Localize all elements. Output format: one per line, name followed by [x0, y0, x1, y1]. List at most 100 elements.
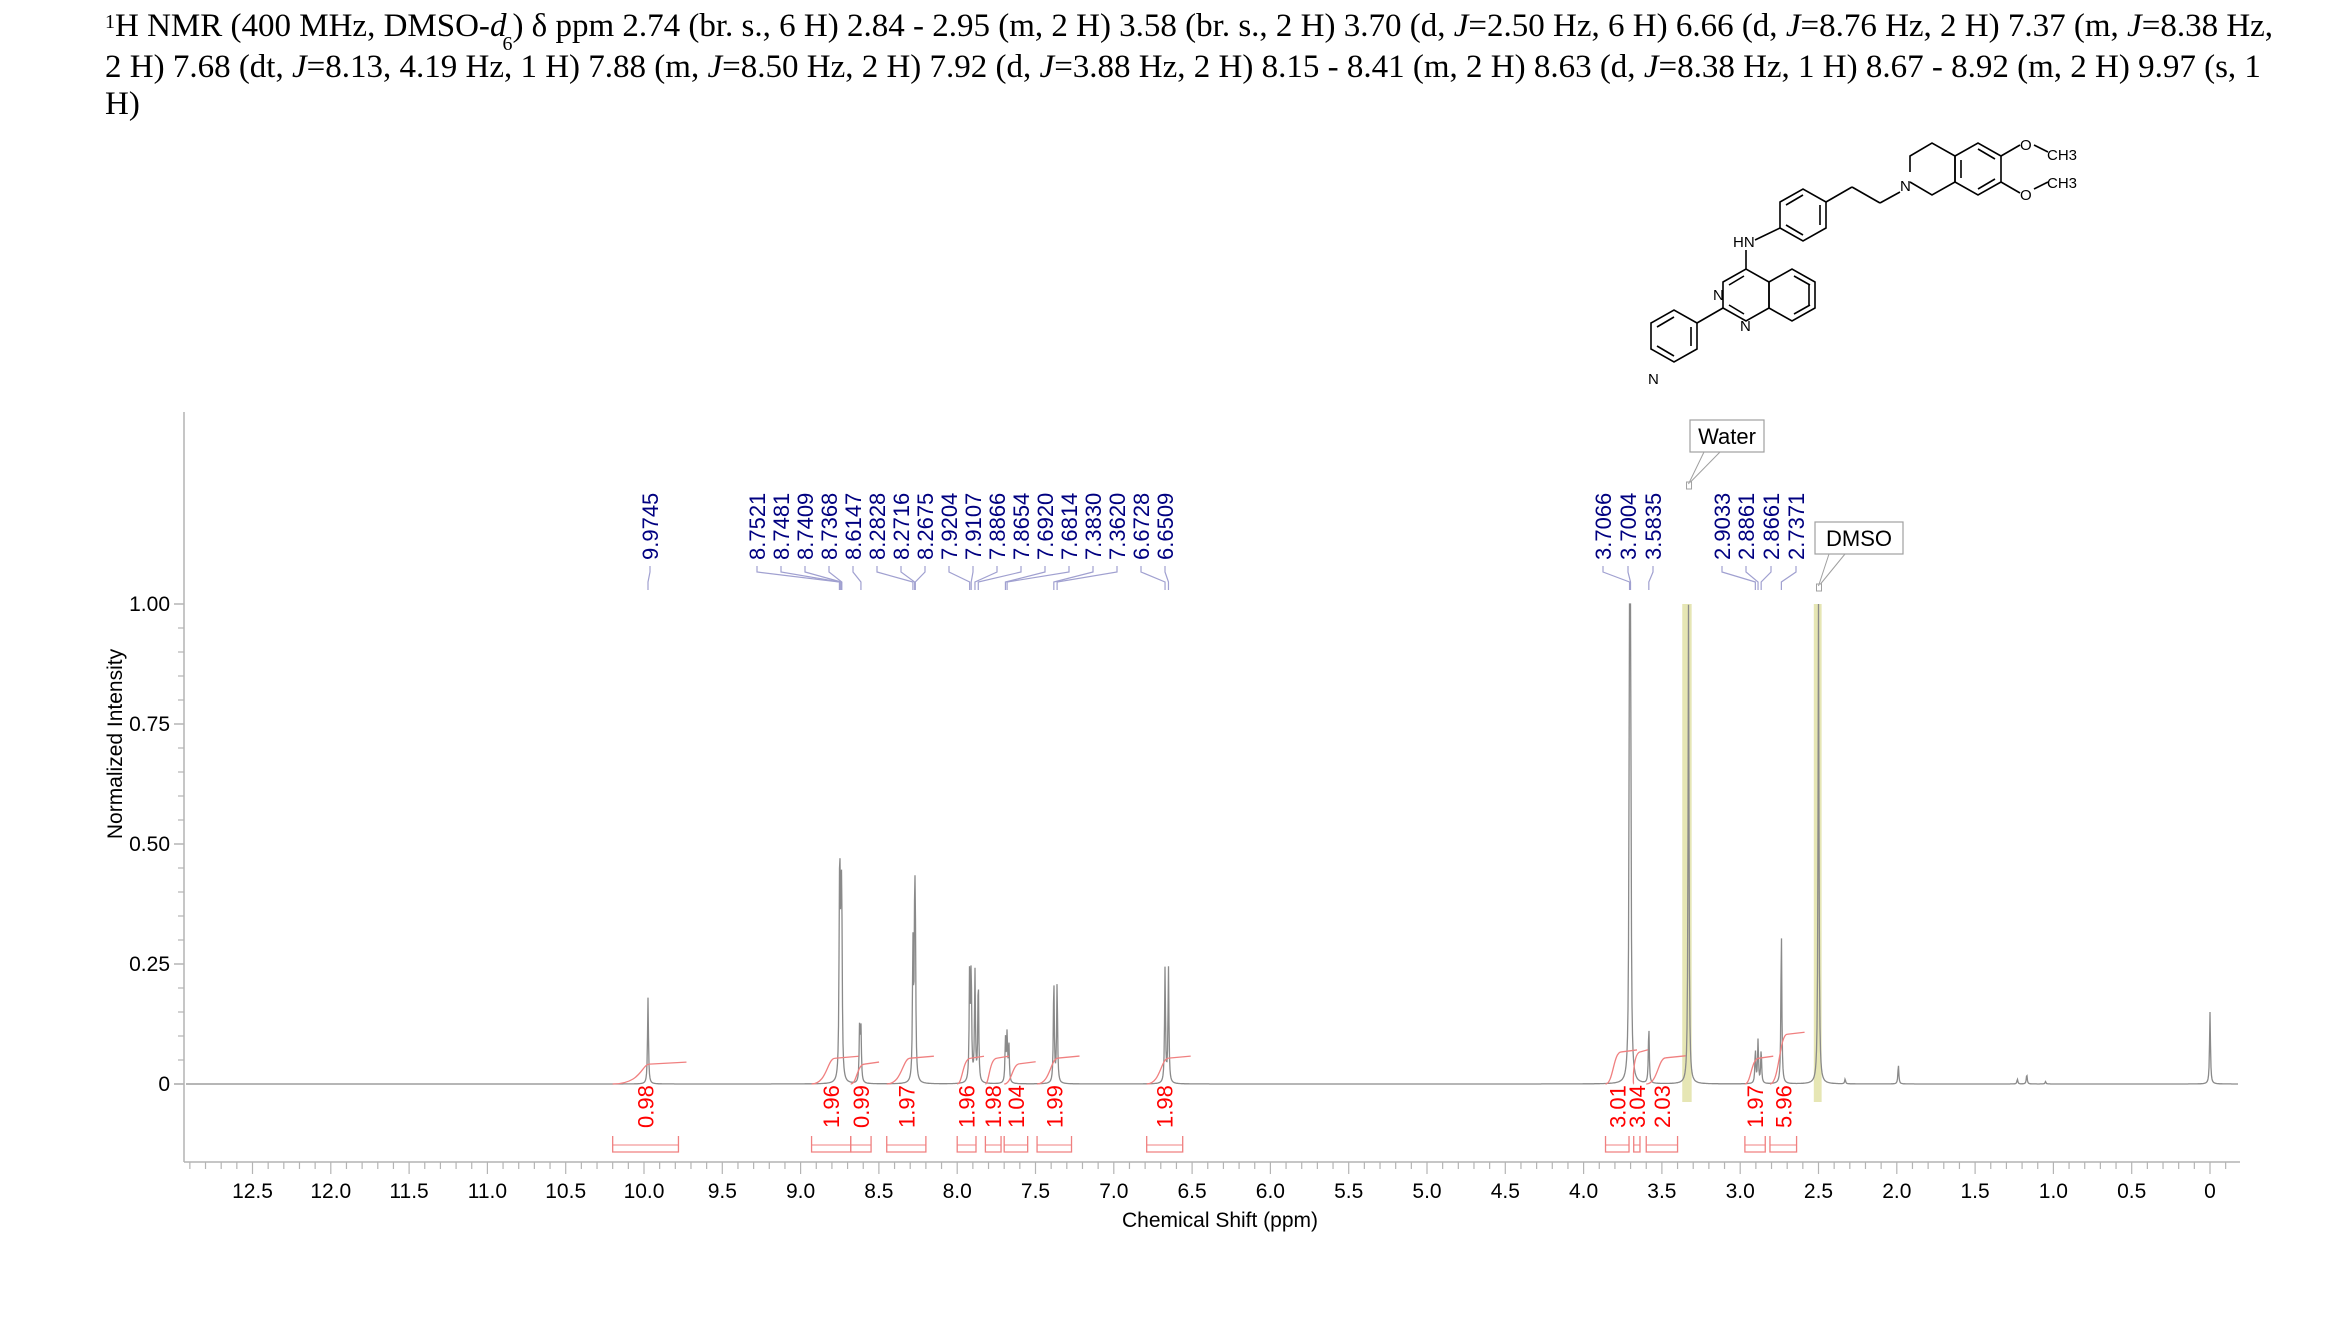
peak-label-text: 8.7521	[745, 493, 770, 560]
description-fragment: J	[1453, 8, 1469, 44]
integrals: 0.98 1.96 0.99 1.97 1.96 1.981.04 1.99 1.98 3.01…	[612, 1031, 1805, 1153]
peak-leader-line	[1140, 566, 1166, 590]
peak-leader-line	[1627, 566, 1632, 590]
peak-leader-line	[828, 566, 843, 590]
peak-label-text: 3.5835	[1641, 493, 1666, 560]
integral-curve	[850, 1061, 880, 1085]
description-fragment: J	[707, 49, 723, 85]
peak-label: 7.6814	[1006, 493, 1082, 590]
peak-label-text: 2.8661	[1759, 493, 1784, 560]
peak-leader-line	[1721, 566, 1756, 590]
spectrum-line	[186, 603, 2238, 1085]
integral-curve	[1605, 1049, 1638, 1085]
annotation-text: Water	[1698, 424, 1756, 449]
integral-bracket	[1604, 1136, 1630, 1153]
description-fragment: J	[1039, 49, 1055, 85]
description-fragment: =8.38 Hz, 2 H) 7.68 (dt,	[105, 8, 2274, 85]
peak-label-text: 8.7481	[769, 493, 794, 560]
peak-label-text: 2.8861	[1734, 493, 1759, 560]
x-tick-label: 5.0	[1412, 1180, 1441, 1203]
peak-label-text: 8.2828	[865, 493, 890, 560]
integral-curve	[886, 1055, 934, 1085]
annotation-anchor	[1686, 481, 1693, 490]
nmr-description-text: H NMR (400 MHz, DMSO-d6) δ ppm 2.74 (br.…	[105, 8, 2273, 122]
peak-leader-line	[804, 566, 842, 590]
integral-value: 2.03	[1650, 1085, 1675, 1128]
integral-region: 2.03	[1645, 1055, 1686, 1153]
peak-label-text: 7.6920	[1033, 493, 1058, 560]
integral-bracket	[886, 1136, 927, 1153]
peak-labels: 9.9745 8.7521 8.7481 8.7409 8.7368 8.6147 8.28…	[638, 493, 1809, 590]
peak-leader-line	[647, 566, 651, 590]
methyl2-label: CH3	[2047, 175, 2077, 192]
integral-bracket	[1146, 1136, 1184, 1153]
y-tick-label: 0.25	[129, 953, 170, 976]
peak-label: 8.6147	[841, 493, 866, 590]
peak-label-text: 2.9033	[1710, 493, 1735, 560]
x-tick-label: 7.0	[1099, 1180, 1128, 1203]
annotation-box	[1689, 419, 1765, 453]
methoxy-o1-label: O	[2020, 137, 2032, 154]
y-axis-title: Normalized Intensity	[104, 648, 127, 839]
peak-label-text: 8.2675	[913, 493, 938, 560]
description-fragment: d	[489, 8, 507, 44]
description-fragment: =3.88 Hz, 2 H) 8.15 - 8.41 (m, 2 H) 8.63…	[1054, 49, 1644, 85]
x-tick-label: 6.5	[1177, 1180, 1206, 1203]
peak-leader-line	[1780, 566, 1797, 590]
spectrum-trace	[186, 603, 2238, 1085]
integral-region: 0.99	[849, 1061, 880, 1153]
annotation-box	[1814, 521, 1904, 555]
annotation-water: Water	[1686, 419, 1765, 490]
peak-label: 8.2828	[865, 493, 914, 590]
peak-label: 7.3620	[1056, 493, 1130, 590]
nmr-description: 1H NMR (400 MHz, DMSO-d6) δ ppm 2.74 (br…	[105, 4, 2285, 123]
x-tick-label: 1.5	[1960, 1180, 1989, 1203]
peak-label: 7.6920	[1004, 493, 1058, 590]
peak-label: 8.7368	[817, 493, 843, 590]
integral-curve	[956, 1055, 985, 1085]
integral-value: 1.99	[1042, 1085, 1067, 1128]
annotation-text: DMSO	[1826, 526, 1892, 551]
annotation-pointer	[1818, 553, 1846, 587]
description-fragment: H NMR (400 MHz, DMSO-	[115, 8, 490, 44]
x-tick-label: 12.0	[310, 1180, 351, 1203]
peak-leader-line	[1006, 566, 1070, 590]
solvent-band-water	[1682, 604, 1692, 1102]
description-fragment: 6	[502, 33, 513, 55]
integral-region: 3.01	[1604, 1049, 1638, 1153]
integral-bracket	[850, 1136, 872, 1153]
peak-label-text: 2.7371	[1784, 493, 1809, 560]
peak-leader-line	[780, 566, 841, 590]
peak-label-text: 8.7368	[817, 493, 842, 560]
integral-region: 1.97	[886, 1055, 934, 1153]
peak-leader-line	[1056, 566, 1118, 590]
peak-label: 8.7409	[793, 493, 842, 590]
integral-bracket	[1036, 1136, 1073, 1153]
description-fragment: =2.50 Hz, 6 H) 6.66 (d,	[1468, 8, 1786, 44]
peak-leader-line	[970, 566, 974, 590]
peak-leader-line	[1648, 566, 1654, 590]
integral-curve	[1003, 1061, 1036, 1085]
peak-label: 2.8861	[1734, 493, 1759, 590]
x-tick-label: 4.0	[1569, 1180, 1598, 1203]
peak-leader-line	[948, 566, 971, 590]
x-tick-label: 9.5	[708, 1180, 737, 1203]
pyrimidine-n3-label: N	[1713, 287, 1724, 304]
peak-label: 3.7066	[1591, 493, 1631, 590]
integral-region: 5.96	[1769, 1031, 1805, 1153]
peak-label-text: 8.6147	[841, 493, 866, 560]
peak-label-text: 9.9745	[638, 493, 663, 560]
integral-region: 1.99	[1036, 1055, 1080, 1153]
integral-curve	[984, 1055, 1010, 1085]
integral-region: 1.04	[1003, 1061, 1036, 1153]
x-tick-label: 3.0	[1726, 1180, 1755, 1203]
description-fragment: J	[291, 49, 307, 85]
thiq-n-label: N	[1900, 178, 1911, 195]
peak-label: 7.3830	[1053, 493, 1106, 590]
x-tick-label: 6.0	[1256, 1180, 1285, 1203]
peak-leader-line	[1760, 566, 1772, 590]
x-tick-label: 0	[2204, 1180, 2216, 1203]
nucleus-superscript: 1	[105, 11, 115, 33]
peak-label: 7.9107	[961, 493, 986, 590]
